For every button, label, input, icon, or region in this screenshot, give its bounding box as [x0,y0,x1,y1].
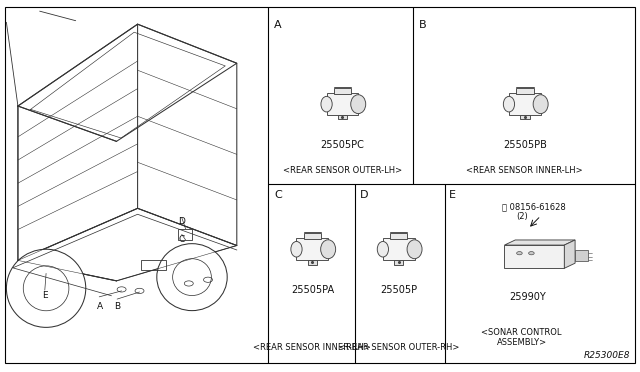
Bar [326,93,358,115]
Ellipse shape [291,241,302,257]
Bar [178,229,192,240]
Circle shape [529,251,534,255]
Text: <REAR SENSOR OUTER-LH>: <REAR SENSOR OUTER-LH> [283,166,402,175]
Text: B: B [419,20,427,31]
Text: D: D [360,190,368,200]
Text: 25505PC: 25505PC [321,140,364,150]
Text: C: C [179,235,185,244]
Text: Ⓢ 08156-61628: Ⓢ 08156-61628 [502,202,566,211]
Bar [296,238,328,260]
Text: 25505PA: 25505PA [291,285,334,295]
Text: 25505P: 25505P [380,285,417,295]
Bar [520,115,529,119]
Text: E: E [42,291,47,300]
Bar [516,87,534,94]
Polygon shape [504,240,575,245]
Text: 25990Y: 25990Y [509,292,547,302]
Text: R25300E8: R25300E8 [584,351,630,360]
Bar [303,232,321,239]
Bar [509,93,541,115]
Ellipse shape [407,240,422,259]
Bar [308,260,317,264]
Circle shape [516,251,522,255]
Ellipse shape [157,244,227,311]
Ellipse shape [321,240,335,259]
Ellipse shape [377,241,388,257]
Bar [338,115,347,119]
Bar [394,260,403,264]
FancyBboxPatch shape [504,245,564,268]
Ellipse shape [6,249,86,327]
Text: D: D [179,217,185,226]
Ellipse shape [351,95,365,113]
Bar [333,87,351,94]
Polygon shape [564,240,575,268]
Ellipse shape [321,96,332,112]
Text: <REAR SENSOR OUTER-RH>: <REAR SENSOR OUTER-RH> [339,343,459,352]
Text: A: A [97,302,103,311]
Text: C: C [274,190,282,200]
Ellipse shape [533,95,548,113]
Text: B: B [114,302,120,311]
Bar [390,232,408,239]
Bar [141,260,166,270]
Ellipse shape [503,96,515,112]
Bar [575,250,588,261]
Text: A: A [274,20,282,31]
Text: <SONAR CONTROL: <SONAR CONTROL [481,328,562,337]
Text: ASSEMBLY>: ASSEMBLY> [497,338,547,347]
Bar [383,238,415,260]
Text: <REAR SENSOR INNER-LH>: <REAR SENSOR INNER-LH> [467,166,583,175]
Text: (2): (2) [516,212,528,221]
Text: <REAR SENSOR INNER-RH>: <REAR SENSOR INNER-RH> [253,343,371,352]
Text: 25505PB: 25505PB [503,140,547,150]
Ellipse shape [23,266,69,311]
Ellipse shape [173,259,211,295]
Text: E: E [449,190,456,200]
